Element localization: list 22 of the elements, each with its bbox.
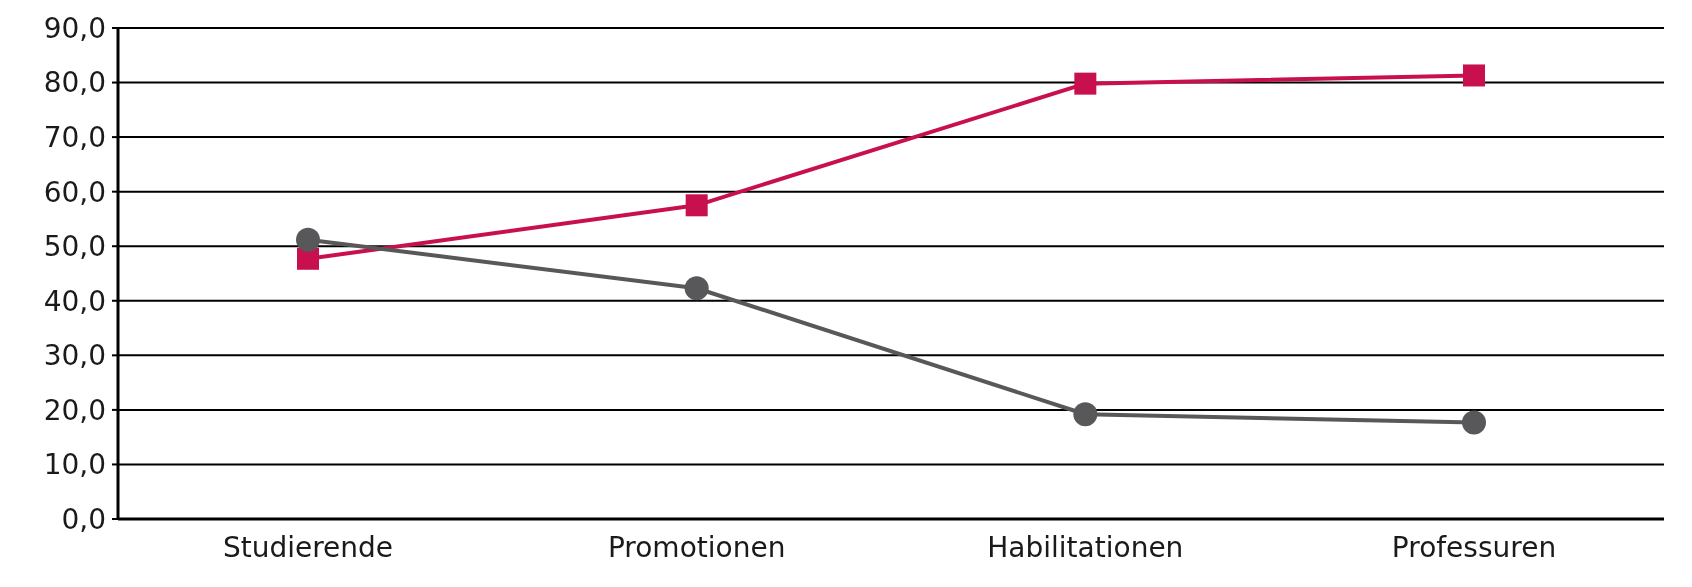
point — [684, 276, 709, 301]
x-tick-label: Professuren — [1391, 530, 1557, 564]
point — [1074, 72, 1097, 95]
y-tick-label: 90,0 — [43, 11, 106, 45]
y-tick-label: 10,0 — [43, 448, 106, 482]
point — [296, 227, 320, 252]
y-tick-label: 60,0 — [43, 175, 106, 209]
y-tick-label: 80,0 — [43, 66, 106, 100]
point — [1073, 402, 1098, 427]
y-tick-label: 0,0 — [61, 502, 106, 536]
y-tick-label: 70,0 — [43, 121, 106, 155]
x-tick-label: Studierende — [222, 530, 394, 564]
point — [1462, 410, 1486, 435]
y-tick-label: 40,0 — [43, 284, 106, 318]
y-tick-label: 20,0 — [43, 393, 106, 427]
x-tick-label: Habilitationen — [987, 530, 1184, 564]
point — [685, 194, 708, 217]
point — [1463, 64, 1485, 87]
y-tick-label: 50,0 — [43, 230, 106, 264]
x-tick-label: Promotionen — [607, 530, 786, 564]
point — [297, 247, 319, 270]
y-tick-label: 30,0 — [43, 339, 106, 373]
